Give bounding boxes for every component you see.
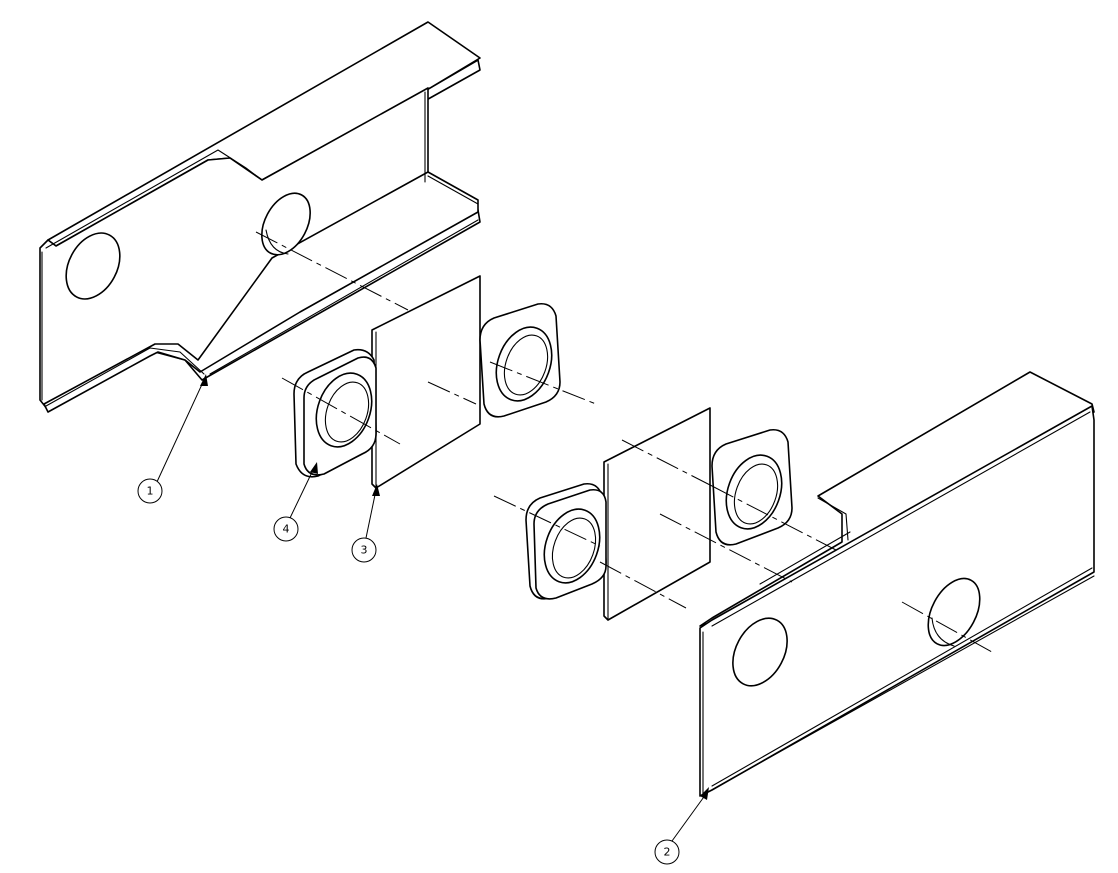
balloon-1-callout: 1 xyxy=(137,374,208,504)
explode-axes xyxy=(255,231,993,653)
part-2-hole-right xyxy=(927,577,981,647)
part-2-hole-left xyxy=(732,617,788,687)
part-1-hole-left xyxy=(65,232,121,300)
balloon-2-callout: 2 xyxy=(654,787,709,865)
part-4-spacer-lower-left xyxy=(525,482,607,600)
part-3-shim-lower xyxy=(603,407,711,621)
part-4-spacer-left xyxy=(293,348,377,478)
part-1-bracket xyxy=(39,21,481,413)
part-4-spacer-upper-right xyxy=(479,302,561,418)
balloon-1 xyxy=(137,478,163,504)
axis-upper xyxy=(255,231,409,311)
balloon-3-label: 3 xyxy=(361,544,368,557)
balloon-3 xyxy=(351,537,377,563)
balloon-2-label: 2 xyxy=(664,846,671,859)
balloon-4-callout: 4 xyxy=(273,462,318,542)
part-1-hole-right xyxy=(261,192,311,256)
axis-lower xyxy=(493,495,601,547)
part-4-spacer-lower-right xyxy=(711,428,793,546)
balloon-4 xyxy=(273,516,299,542)
balloon-4-label: 4 xyxy=(283,523,290,536)
balloon-3-callout: 3 xyxy=(351,484,380,563)
balloon-2 xyxy=(654,839,680,865)
part-3-shim-upper xyxy=(371,275,481,489)
part-2-bracket xyxy=(699,371,1095,797)
balloon-1-label: 1 xyxy=(147,485,154,498)
